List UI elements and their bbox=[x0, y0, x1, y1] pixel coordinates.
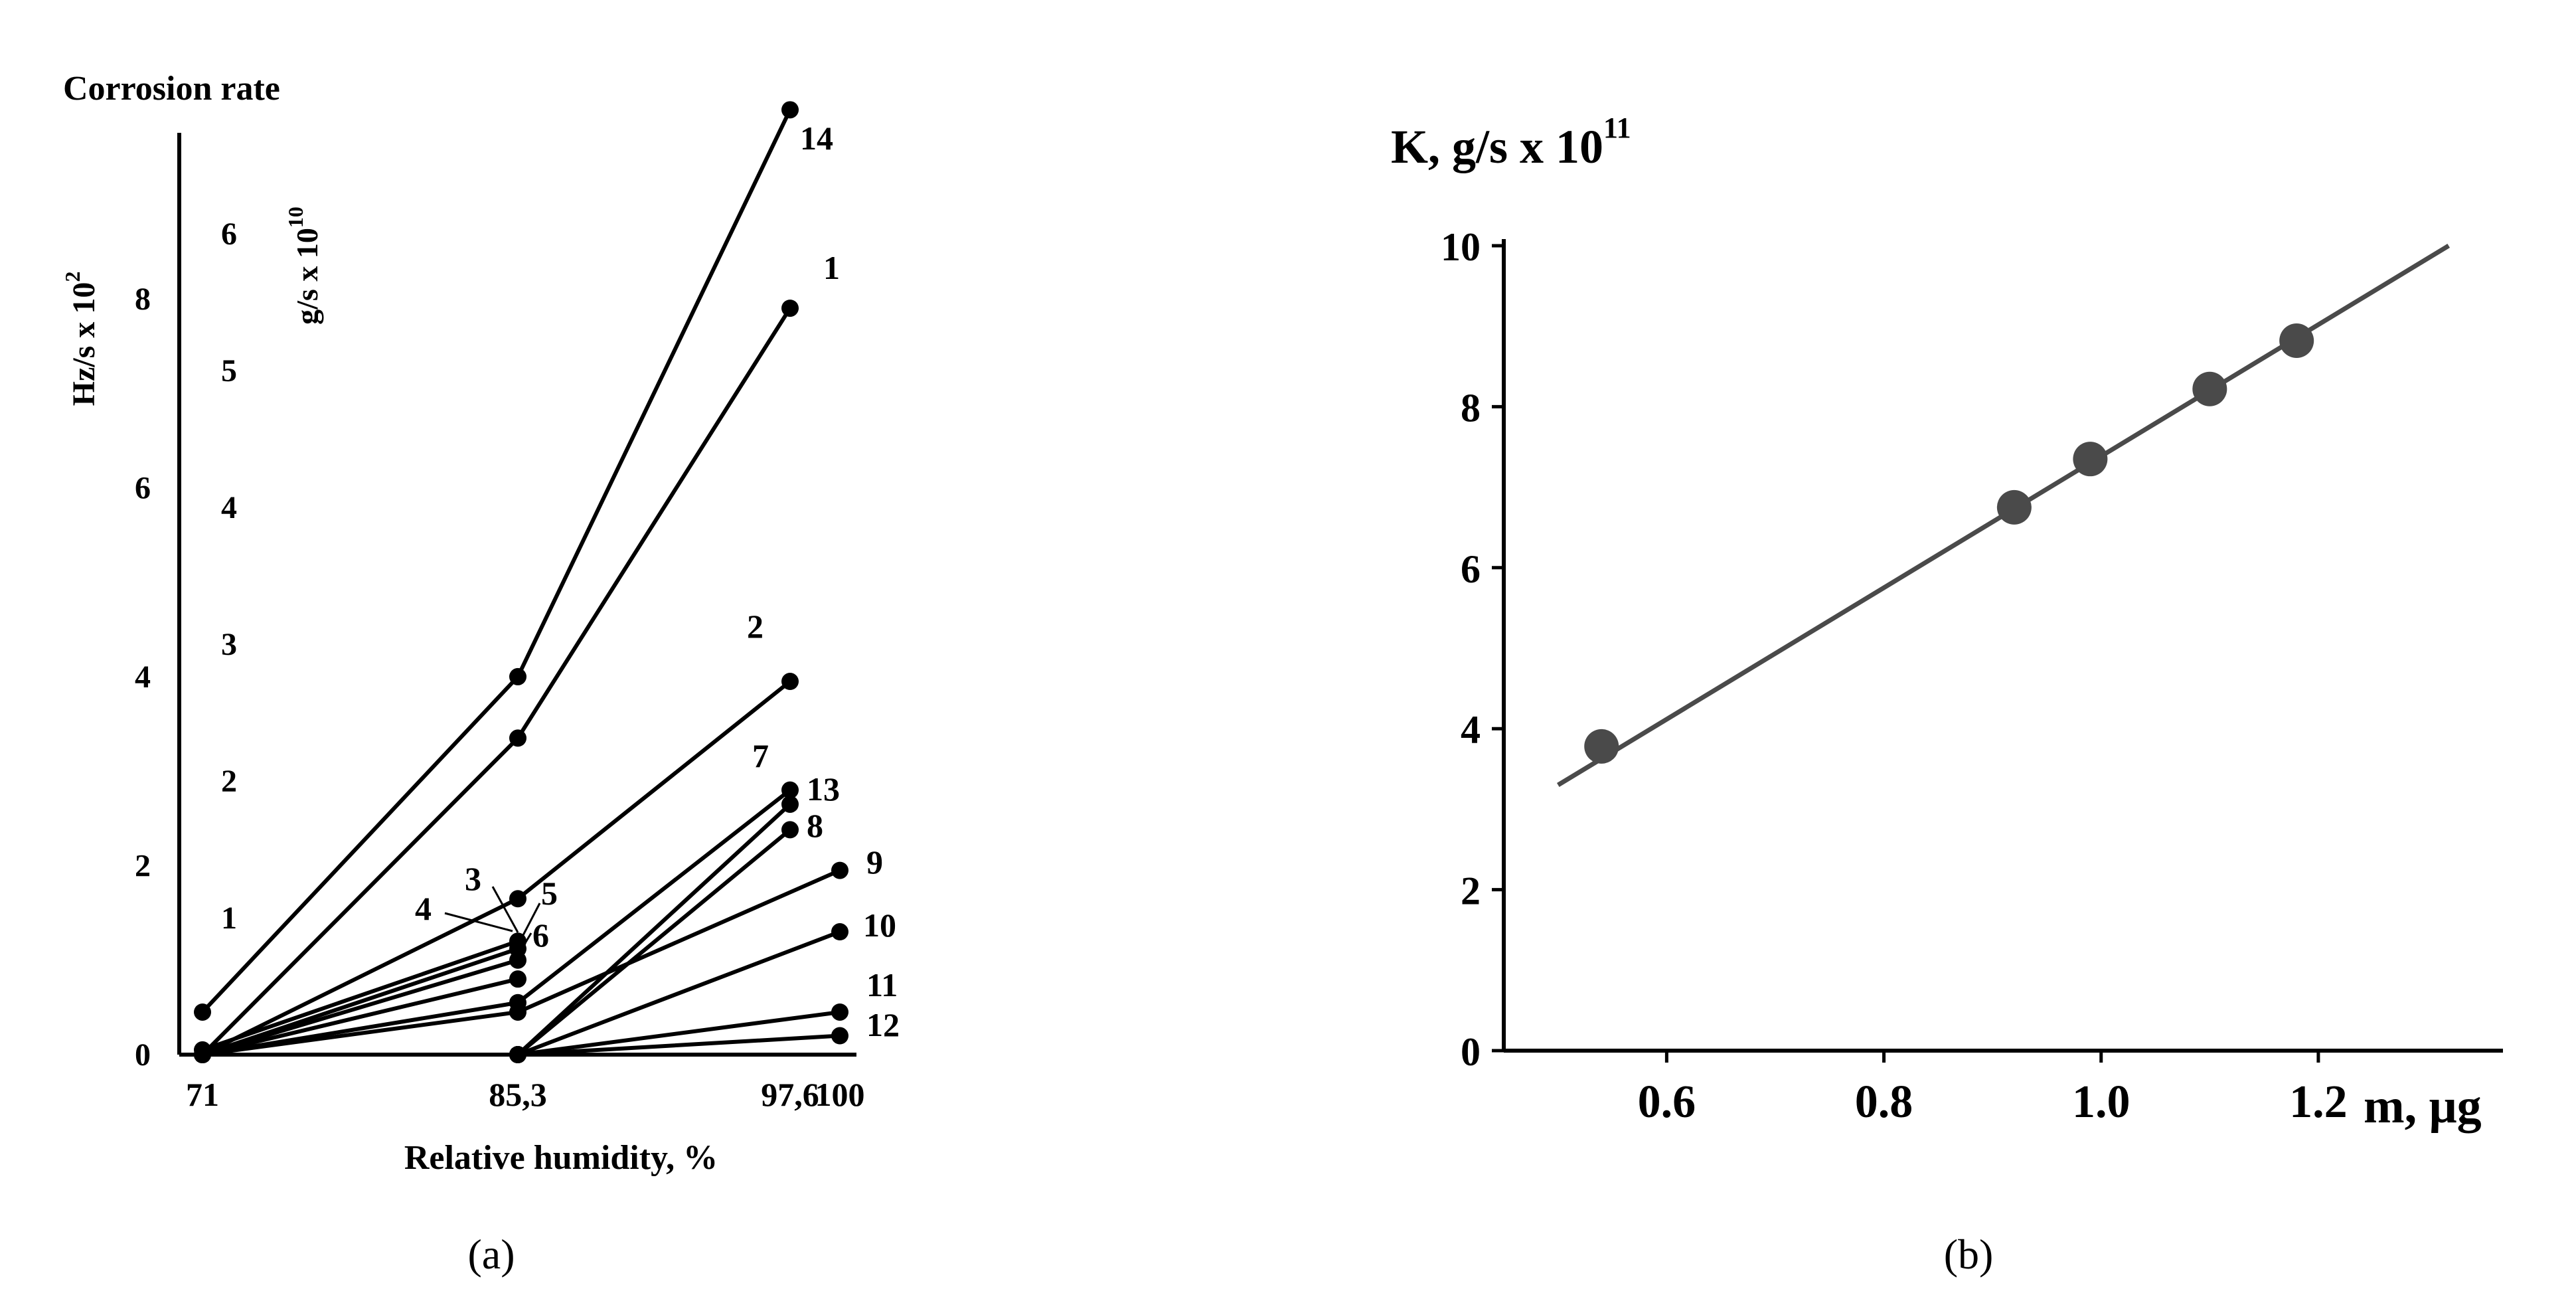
panel-b-ytick-label: 8 bbox=[1461, 386, 1481, 430]
series-7-point bbox=[781, 781, 799, 799]
panel-b-data-point bbox=[2279, 323, 2314, 359]
series-6-label: 6 bbox=[532, 916, 549, 954]
panel-b-xlabel: m, μg bbox=[2364, 1079, 2482, 1134]
panel-b-xtick-label: 1.2 bbox=[2289, 1077, 2348, 1128]
series-11-point bbox=[831, 1003, 848, 1021]
series-14-point bbox=[781, 101, 799, 119]
panel-b-scatter-chart: K, g/s x 1011 0 2 4 6 8 10 0.6 0.8 1.0 1.2 m, μg… bbox=[1391, 112, 2503, 1278]
series-13-label: 13 bbox=[807, 770, 840, 808]
series-2-line bbox=[201, 679, 791, 1057]
series-12-point bbox=[831, 1027, 848, 1045]
panel-b-ytick-label: 4 bbox=[1461, 708, 1481, 752]
series-5-point bbox=[509, 951, 526, 969]
panel-a-xtick-label: 97,6 bbox=[761, 1076, 819, 1113]
panel-a-ylabel-right-text: g/s x 10 bbox=[290, 228, 324, 325]
panel-a-ytick-right-label: 2 bbox=[221, 764, 237, 799]
series-6-point bbox=[509, 970, 526, 988]
series-1-label: 1 bbox=[823, 249, 840, 286]
series-12-label: 12 bbox=[866, 1006, 900, 1043]
series-6-leader bbox=[520, 932, 532, 950]
panel-b-ytick-label: 0 bbox=[1461, 1030, 1481, 1074]
panel-a-ylabel-left: Hz/s x 102 bbox=[60, 272, 102, 406]
panel-b-xtick-label: 0.6 bbox=[1638, 1077, 1696, 1128]
series-3-line bbox=[202, 939, 519, 1052]
series-4-leader bbox=[444, 912, 513, 932]
panel-b-ytick-label: 2 bbox=[1461, 869, 1481, 913]
series-9-point bbox=[509, 1003, 526, 1021]
panel-a-xlabel: Relative humidity, % bbox=[404, 1139, 718, 1177]
series-6-line bbox=[202, 977, 519, 1057]
panel-b-data-point bbox=[1584, 729, 1619, 764]
series-9-point bbox=[831, 861, 848, 879]
series-1-point bbox=[781, 300, 799, 317]
series-1-line bbox=[201, 307, 792, 1057]
series-8-point bbox=[781, 821, 799, 839]
panel-a-ytick-right-label: 5 bbox=[221, 353, 237, 389]
panel-a-ytick-right-label: 1 bbox=[221, 901, 237, 936]
panel-a-ylabel-left-text: Hz/s x 10 bbox=[66, 282, 102, 406]
panel-a-ytick-left-label: 0 bbox=[135, 1037, 151, 1073]
panel-b-ytick-label: 6 bbox=[1461, 547, 1481, 591]
series-8-label: 8 bbox=[807, 807, 823, 844]
panel-b-xtick-label: 0.8 bbox=[1855, 1077, 1913, 1128]
panel-b-xtick-label: 1.0 bbox=[2072, 1077, 2131, 1128]
series-14-point bbox=[509, 667, 526, 685]
series-9-label: 9 bbox=[866, 843, 883, 881]
panel-a-title: Corrosion rate bbox=[63, 70, 280, 108]
series-13-point bbox=[781, 795, 799, 813]
panel-a-ylabel-right: g/s x 1010 bbox=[283, 207, 324, 325]
panel-a-label: (a) bbox=[467, 1231, 515, 1278]
series-3-label: 3 bbox=[465, 860, 481, 897]
series-7-label: 7 bbox=[752, 737, 769, 774]
series-12-point bbox=[509, 1046, 526, 1063]
panel-a-ylabel-left-exp: 2 bbox=[60, 272, 84, 282]
series-14-point bbox=[194, 1003, 211, 1021]
series-5-label: 5 bbox=[541, 875, 558, 912]
series-5-leader bbox=[522, 903, 541, 936]
panel-b-data-point bbox=[2192, 371, 2227, 406]
panel-b-data-point bbox=[1996, 489, 2032, 525]
panel-b-ylabel-text: K, g/s x 10 bbox=[1391, 120, 1603, 173]
panel-a-ytick-left-label: 6 bbox=[135, 470, 151, 505]
panel-a-xtick-label: 71 bbox=[186, 1076, 219, 1113]
panel-a-ytick-left-label: 8 bbox=[135, 282, 151, 317]
series-6-point bbox=[194, 1046, 211, 1063]
series-5-line bbox=[202, 958, 519, 1057]
series-1-point bbox=[509, 729, 526, 747]
panel-a-ytick-left-label: 4 bbox=[135, 659, 151, 695]
series-2-point bbox=[509, 890, 526, 908]
panel-b-ylabel: K, g/s x 1011 bbox=[1391, 112, 1631, 173]
panel-a-xtick-label: 100 bbox=[815, 1076, 865, 1113]
series-10-label: 10 bbox=[863, 907, 896, 944]
series-2-point bbox=[781, 673, 799, 691]
panel-a-ylabel-right-exp: 10 bbox=[283, 207, 307, 228]
panel-a-ytick-right-label: 4 bbox=[221, 490, 237, 525]
series-14-label: 14 bbox=[800, 120, 833, 157]
series-3-leader bbox=[491, 886, 519, 933]
panel-b-ylabel-exp: 11 bbox=[1603, 112, 1631, 144]
panel-a-ytick-left-label: 2 bbox=[135, 848, 151, 883]
panel-a-ytick-right-label: 3 bbox=[221, 627, 237, 662]
panel-a-ytick-right-label: 6 bbox=[221, 217, 237, 252]
series-2-label: 2 bbox=[747, 608, 764, 645]
panel-b-label: (b) bbox=[1944, 1231, 1994, 1278]
series-4-label: 4 bbox=[415, 890, 432, 927]
panel-b-ytick-label: 10 bbox=[1441, 225, 1481, 269]
series-10-point bbox=[831, 923, 848, 941]
panel-a-xtick-label: 85,3 bbox=[489, 1076, 547, 1113]
panel-a-corrosion-chart: Corrosion rate Hz/s x 102 g/s x 1010 024… bbox=[60, 70, 900, 1278]
series-11-label: 11 bbox=[866, 966, 898, 1003]
panel-b-data-point bbox=[2073, 442, 2108, 477]
